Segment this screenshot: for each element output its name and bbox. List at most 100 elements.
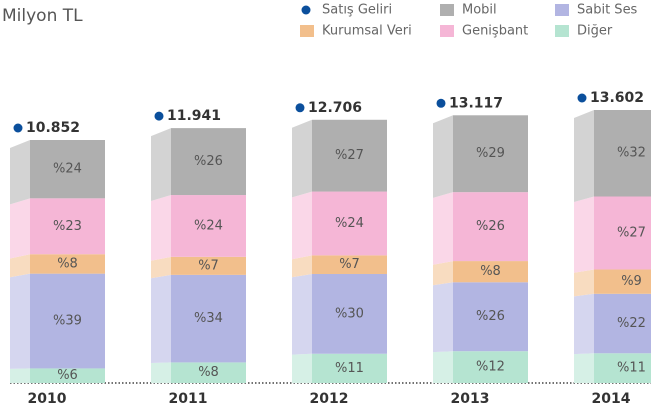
legend-swatch bbox=[440, 4, 454, 16]
bar-side bbox=[292, 353, 312, 383]
total-dot bbox=[577, 93, 587, 103]
legend-label: Satış Geliri bbox=[322, 3, 392, 18]
segment-label: %7 bbox=[198, 258, 219, 273]
segment-label: %24 bbox=[335, 216, 364, 231]
segment-label: %24 bbox=[194, 218, 223, 233]
bar-side bbox=[574, 196, 594, 273]
total-dot bbox=[436, 98, 446, 108]
x-tick-label: 2014 bbox=[592, 391, 631, 407]
bar-segment bbox=[453, 351, 528, 383]
bar-side bbox=[10, 254, 30, 278]
segment-label: %9 bbox=[621, 274, 642, 289]
bar-side bbox=[151, 195, 171, 261]
bar-segment bbox=[453, 261, 528, 283]
segment-label: %26 bbox=[476, 309, 505, 324]
segment-label: %12 bbox=[476, 360, 505, 375]
bar-segment bbox=[30, 368, 105, 383]
bar-segment bbox=[30, 140, 105, 199]
x-tick-label: 2011 bbox=[169, 391, 208, 407]
legend-label: Sabit Ses bbox=[577, 3, 638, 18]
bar-segment bbox=[171, 256, 246, 275]
segment-label: %34 bbox=[194, 311, 223, 326]
bar-segment bbox=[594, 293, 651, 354]
bar-side bbox=[433, 115, 453, 198]
bar-segment bbox=[594, 110, 651, 197]
segment-label: %8 bbox=[480, 264, 501, 279]
bar-segment bbox=[453, 115, 528, 193]
bar-side bbox=[10, 198, 30, 259]
segment-label: %32 bbox=[617, 146, 646, 161]
segment-label: %39 bbox=[53, 314, 82, 329]
total-dot bbox=[154, 111, 164, 121]
bar-segment bbox=[594, 196, 651, 270]
bar-segment bbox=[312, 353, 387, 383]
total-label: 12.706 bbox=[308, 100, 362, 116]
total-label: 11.941 bbox=[167, 108, 221, 124]
bar-side bbox=[433, 261, 453, 286]
segment-label: %7 bbox=[339, 257, 360, 272]
bar-side bbox=[433, 282, 453, 353]
total-label: 13.117 bbox=[449, 95, 503, 111]
legend-swatch bbox=[300, 25, 314, 37]
bar-side bbox=[10, 273, 30, 369]
legend-swatch bbox=[555, 4, 569, 16]
segment-label: %23 bbox=[53, 219, 82, 234]
bar-side bbox=[151, 362, 171, 383]
segment-label: %26 bbox=[476, 219, 505, 234]
bar-side bbox=[151, 274, 171, 364]
bar-side bbox=[574, 353, 594, 383]
total-label: 13.602 bbox=[590, 90, 644, 106]
legend-swatch bbox=[555, 25, 569, 37]
segment-label: %27 bbox=[617, 225, 646, 240]
bar-side bbox=[292, 255, 312, 278]
bar-segment bbox=[453, 282, 528, 352]
bar-side bbox=[574, 110, 594, 202]
bar-segment bbox=[312, 255, 387, 274]
bar-segment bbox=[171, 128, 246, 196]
segment-label: %8 bbox=[57, 256, 78, 271]
bar-side bbox=[292, 273, 312, 355]
legend-label: Diğer bbox=[577, 24, 613, 39]
bar-side bbox=[151, 128, 171, 201]
legend-label: Mobil bbox=[462, 3, 497, 18]
bar-side bbox=[433, 192, 453, 265]
bar-side bbox=[292, 119, 312, 198]
total-label: 10.852 bbox=[26, 120, 80, 136]
segment-label: %29 bbox=[476, 146, 505, 161]
bar-segment bbox=[312, 273, 387, 354]
bar-segment bbox=[171, 362, 246, 383]
legend-label: Kurumsal Veri bbox=[322, 24, 412, 39]
bar-side bbox=[10, 140, 30, 205]
bar-segment bbox=[312, 119, 387, 192]
bar-segment bbox=[30, 273, 105, 369]
x-tick-label: 2013 bbox=[451, 391, 490, 407]
total-dot bbox=[295, 103, 305, 113]
legend-swatch bbox=[440, 25, 454, 37]
bar-segment bbox=[171, 195, 246, 257]
segment-label: %27 bbox=[335, 148, 364, 163]
bar-side bbox=[433, 351, 453, 383]
chart-title: Milyon TL bbox=[2, 6, 83, 26]
bar-side bbox=[574, 269, 594, 297]
segment-label: %26 bbox=[194, 154, 223, 169]
segment-label: %11 bbox=[335, 361, 364, 376]
legend-label: Genişbant bbox=[462, 24, 528, 39]
bar-segment bbox=[30, 198, 105, 255]
segment-label: %24 bbox=[53, 162, 82, 177]
x-tick-label: 2010 bbox=[28, 391, 67, 407]
bar-segment bbox=[312, 191, 387, 256]
bar-segment bbox=[171, 274, 246, 363]
bar-segment bbox=[30, 254, 105, 274]
segment-label: %22 bbox=[617, 316, 646, 331]
bar-segment bbox=[594, 269, 651, 294]
segment-label: %6 bbox=[57, 368, 78, 383]
segment-label: %8 bbox=[198, 365, 219, 380]
total-dot bbox=[13, 123, 23, 133]
bar-segment bbox=[594, 353, 651, 383]
bar-side bbox=[292, 191, 312, 260]
bar-side bbox=[151, 256, 171, 279]
bar-segment bbox=[453, 192, 528, 262]
x-tick-label: 2012 bbox=[310, 391, 349, 407]
bar-side bbox=[574, 293, 594, 355]
